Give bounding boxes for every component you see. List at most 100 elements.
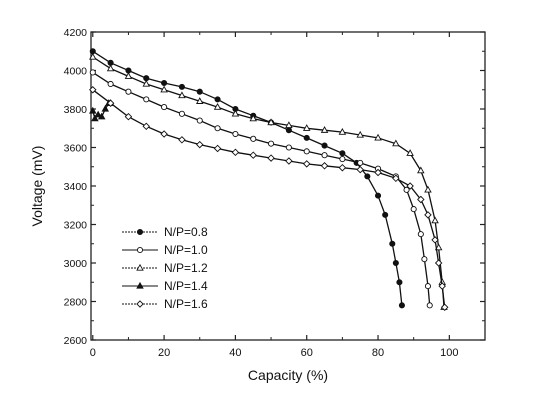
series-3 [89,52,448,310]
series-layer [89,48,449,312]
data-point [136,228,144,236]
x-axis-label: Capacity (%) [248,367,328,383]
data-point [339,155,346,163]
series-line [92,56,445,308]
data-point [142,79,151,87]
data-point [431,236,439,244]
legend: N/P=0.8 N/P=1.0 N/P=1.2 N/P=1.4 N/P=1.6 [122,225,208,311]
data-point [434,259,443,267]
data-point [232,130,239,138]
y-axis-label: Voltage (mV) [29,146,45,227]
data-point [250,135,257,142]
data-point [285,144,292,151]
data-point [136,281,144,289]
data-point [101,104,110,112]
data-point [89,106,97,114]
data-point [382,211,389,218]
legend-label: N/P=0.8 [164,225,208,239]
x-tick-label: 80 [372,347,384,359]
data-point [338,163,347,172]
data-point [357,159,364,166]
data-point [195,97,204,104]
data-point [196,117,203,124]
data-point [302,124,311,131]
y-axis: 2600 2800 3000 3200 3400 3600 3800 4000 4200 [64,27,485,347]
legend-label: N/P=1.2 [164,261,208,275]
y-tick-label: 3200 [64,220,88,232]
data-point [440,303,449,312]
data-point [124,72,133,79]
data-point [438,282,446,290]
data-point [302,160,311,168]
data-point [392,259,399,267]
data-point [320,126,329,133]
data-point [106,99,115,107]
data-point [97,112,106,120]
data-point [424,211,432,219]
data-point [213,102,222,110]
data-point [178,136,186,144]
data-point [410,206,417,213]
data-point [106,64,115,72]
data-point [214,125,221,132]
data-point [303,148,310,155]
data-point [214,96,221,103]
data-point [89,86,97,94]
data-point [303,134,310,141]
data-point [424,185,432,193]
x-tick-label: 20 [158,347,170,359]
data-point [403,186,410,193]
data-point [196,140,204,149]
data-point [231,148,240,157]
x-axis: 0 20 40 60 80 100 [90,32,459,359]
data-point [136,300,144,308]
data-point [178,83,185,90]
series-2 [89,69,433,309]
y-tick-label: 4000 [64,66,88,78]
y-tick-label: 3600 [64,143,88,155]
data-point [285,127,292,134]
data-point [285,121,293,129]
data-point [431,216,439,224]
data-point [389,240,396,247]
data-point [160,130,168,138]
data-point [356,165,364,174]
data-point [356,130,364,138]
data-point [249,151,257,159]
data-point [396,279,403,286]
data-point [424,283,432,290]
y-tick-label: 3400 [64,181,88,193]
data-point [107,80,114,88]
legend-label: N/P=1.4 [164,279,208,293]
data-point [417,166,425,174]
data-point [136,263,144,271]
data-point [161,104,168,111]
data-point [320,162,329,170]
data-point [231,109,240,117]
data-point [94,110,102,118]
x-tick-label: 60 [301,347,313,359]
data-point [213,144,222,153]
legend-item: N/P=1.6 [122,297,208,311]
data-point [398,302,405,309]
data-point [196,88,203,95]
x-tick-label: 100 [440,347,458,359]
data-point [364,173,371,180]
data-point [426,302,433,309]
data-point [89,52,97,60]
legend-label: N/P=1.0 [164,243,208,257]
y-tick-label: 2600 [64,335,88,347]
data-point [267,154,275,162]
data-point [124,112,133,121]
x-tick-label: 40 [229,347,241,359]
data-point [421,256,428,263]
data-point [249,114,258,122]
legend-item: N/P=1.2 [122,261,208,275]
y-tick-label: 2800 [64,297,88,309]
data-point [143,96,150,103]
y-tick-label: 3000 [64,258,88,270]
data-point [89,69,96,76]
data-point [392,139,400,147]
